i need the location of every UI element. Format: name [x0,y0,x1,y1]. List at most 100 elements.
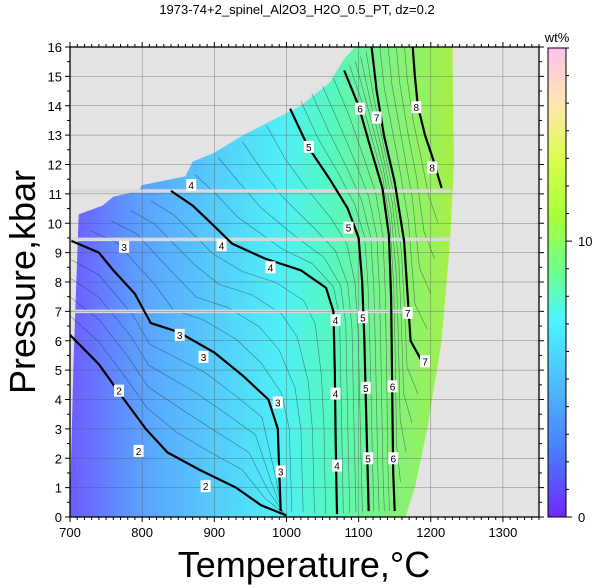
contour-line-3 [70,239,282,512]
contour-label-text: 4 [188,181,194,192]
x-tick-label: 1000 [272,525,301,540]
contour-label-text: 7 [405,309,411,320]
thin-contour-line [404,47,439,224]
contour-label: 4 [186,179,197,192]
contour-label: 5 [362,452,373,465]
contour-line-4 [170,189,339,515]
contour-label: 3 [198,350,209,364]
thin-contour-line [365,51,419,394]
y-tick-label: 12 [48,158,62,173]
contour-label-box [362,452,373,465]
contour-label: 4 [330,387,341,401]
contour-label-box [402,306,413,319]
y-tick-label: 2 [55,451,62,466]
x-tick-label: 1100 [345,525,373,540]
thin-contour-line [360,56,413,424]
thin-contour-line [111,220,304,513]
contour-label-text: 8 [429,163,435,174]
colorbar-label: wt% [544,30,570,45]
contour-label-text: 3 [275,398,281,409]
y-tick-label: 8 [55,275,62,290]
thin-contour-line [70,315,286,515]
contour-line-2 [70,334,287,517]
contour-label-box [186,179,197,192]
axis-ticks [65,42,544,522]
contour-label-box [419,355,430,368]
x-tick-label: 900 [203,525,225,540]
contour-label: 2 [114,384,125,398]
contour-label: 8 [411,101,422,114]
thin-contour-line [379,47,428,330]
colorbar-ticks: 0 10 [566,47,592,525]
contour-label-box [360,381,371,394]
contour-label-box [427,161,438,174]
contour-label-box [330,314,341,327]
grid [70,47,539,517]
thin-contour-line [194,174,344,514]
contour-label-text: 5 [365,454,371,465]
contour-label: 3 [272,396,283,409]
contour-label-box [331,459,342,472]
contour-label-text: 5 [363,384,369,395]
y-tick-label: 5 [55,363,62,378]
thin-contour-line [150,200,326,514]
contour-label: 3 [119,240,130,254]
contour-line-7 [370,47,425,365]
contour-label-box [343,221,354,234]
y-tick-label: 14 [48,99,62,114]
y-axis-title: Pressure,kbar [2,170,43,394]
thin-contour-line [387,47,432,294]
y-tick-label: 3 [55,422,62,437]
x-axis-title: Temperature,°C [178,544,431,585]
x-tick-label: 1200 [416,525,445,540]
contour-label-text: 8 [414,103,420,114]
contour-label-box [133,444,144,457]
y-tick-label: 0 [55,510,62,525]
thin-contour-line [218,157,350,513]
contour-label-text: 3 [177,331,183,342]
colorbar-tick-label: 0 [578,510,585,525]
contour-label-text: 7 [374,114,380,125]
contour-label-box [303,140,314,153]
contour-label-box [388,452,399,465]
contour-label-text: 4 [333,390,339,401]
contour-label-box [357,311,368,324]
contour-label: 7 [419,355,430,368]
x-tick-label: 1300 [488,525,517,540]
thin-contour-line [354,61,407,453]
contour-label: 5 [303,140,314,154]
contour-label: 2 [200,480,211,493]
y-tick-label: 9 [55,246,62,261]
contour-label-box [387,380,398,393]
thin-contour-line [349,65,401,482]
contour-label: 4 [216,239,227,252]
thin-contour-line [242,141,357,513]
contour-label-box [330,387,341,400]
contour-label-text: 5 [360,313,366,324]
contour-label-box [265,261,276,274]
contour-label-text: 4 [334,462,340,473]
chart-title: 1973-74+2_spinel_Al2O3_H2O_0.5_PT, dz=0.… [159,2,434,17]
colorbar-tick-label: 10 [578,234,592,249]
y-tick-label: 11 [49,187,63,202]
contour-label: 3 [174,328,185,342]
contour-label-text: 2 [136,447,142,458]
thin-contour-line [333,77,390,512]
contour-label-box [355,102,366,115]
contour-label-text: 4 [268,263,274,274]
y-tick-label: 4 [55,393,62,408]
contour-label-box [411,101,422,114]
contour-label-text: 2 [203,482,209,493]
thin-contour-line [71,259,283,513]
contour-line-5 [289,108,370,512]
contour-label-box [119,240,130,253]
contour-label: 7 [371,111,382,125]
contour-label: 6 [387,380,398,393]
contour-label-box [200,480,211,493]
contour-label: 4 [265,261,276,274]
contour-label-text: 3 [278,467,284,478]
contour-label: 3 [275,465,286,478]
contour-label-box [198,350,209,363]
thin-contour-line [266,124,363,512]
